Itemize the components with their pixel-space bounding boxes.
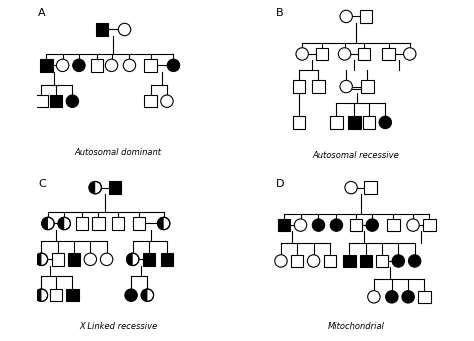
Circle shape [368, 291, 380, 303]
Bar [358, 48, 370, 60]
Circle shape [379, 116, 392, 129]
Circle shape [312, 219, 325, 231]
Bar [365, 181, 377, 194]
Circle shape [118, 23, 131, 36]
Bar [316, 48, 328, 60]
Bar [161, 253, 173, 266]
Circle shape [42, 217, 54, 230]
Bar [143, 253, 155, 266]
Bar [423, 219, 436, 231]
Bar [52, 253, 64, 266]
Bar [76, 217, 88, 230]
Circle shape [123, 59, 136, 72]
Circle shape [345, 181, 357, 194]
Text: Autosomal dominant: Autosomal dominant [74, 148, 162, 157]
Bar [293, 80, 305, 93]
Text: C: C [38, 179, 46, 190]
Circle shape [330, 219, 343, 231]
Bar [350, 219, 362, 231]
Bar [50, 289, 62, 301]
Bar [387, 219, 400, 231]
Circle shape [392, 255, 404, 267]
Circle shape [275, 255, 287, 267]
Circle shape [409, 255, 421, 267]
Text: A: A [38, 8, 46, 18]
Wedge shape [35, 289, 41, 301]
Bar [66, 289, 79, 301]
Bar [376, 255, 388, 267]
Bar [343, 255, 356, 267]
Bar [361, 80, 374, 93]
Circle shape [66, 95, 79, 107]
Bar [112, 217, 124, 230]
Bar [133, 217, 146, 230]
Circle shape [35, 253, 47, 266]
Circle shape [84, 253, 97, 266]
Circle shape [105, 59, 118, 72]
Circle shape [307, 255, 320, 267]
Circle shape [296, 48, 309, 60]
Bar [68, 253, 80, 266]
Bar [360, 255, 372, 267]
Circle shape [56, 59, 69, 72]
Bar [324, 255, 336, 267]
Circle shape [338, 48, 351, 60]
Circle shape [73, 59, 85, 72]
Wedge shape [127, 253, 133, 266]
Bar [96, 23, 108, 36]
Circle shape [35, 289, 47, 301]
Bar [348, 116, 361, 129]
Bar [383, 48, 395, 60]
Wedge shape [89, 181, 95, 194]
Wedge shape [42, 217, 48, 230]
Circle shape [58, 217, 71, 230]
Bar [91, 59, 103, 72]
Circle shape [127, 253, 139, 266]
Bar [92, 217, 105, 230]
Bar [293, 116, 305, 129]
Bar [40, 59, 53, 72]
Circle shape [402, 291, 414, 303]
Bar [363, 116, 375, 129]
Circle shape [161, 95, 173, 107]
Bar [360, 10, 372, 23]
Circle shape [167, 59, 180, 72]
Text: Autosomal recessive: Autosomal recessive [312, 151, 399, 160]
Text: D: D [276, 179, 284, 190]
Circle shape [340, 80, 352, 93]
Circle shape [157, 217, 170, 230]
Bar [109, 181, 121, 194]
Circle shape [340, 10, 352, 23]
Bar [418, 291, 430, 303]
Bar [35, 95, 47, 107]
Wedge shape [141, 289, 147, 301]
Circle shape [366, 219, 378, 231]
Text: B: B [276, 8, 284, 18]
Bar [312, 80, 325, 93]
Circle shape [294, 219, 307, 231]
Circle shape [141, 289, 154, 301]
Text: Mitochondrial: Mitochondrial [328, 322, 384, 331]
Circle shape [386, 291, 398, 303]
Circle shape [403, 48, 416, 60]
Bar [330, 116, 343, 129]
Wedge shape [35, 253, 41, 266]
Bar [278, 219, 291, 231]
Bar [291, 255, 303, 267]
Circle shape [89, 181, 101, 194]
Circle shape [407, 219, 419, 231]
Bar [145, 59, 157, 72]
Circle shape [125, 289, 137, 301]
Circle shape [100, 253, 113, 266]
Bar [50, 95, 62, 107]
Wedge shape [58, 217, 64, 230]
Bar [145, 95, 157, 107]
Text: X Linked recessive: X Linked recessive [79, 322, 157, 331]
Wedge shape [157, 217, 164, 230]
